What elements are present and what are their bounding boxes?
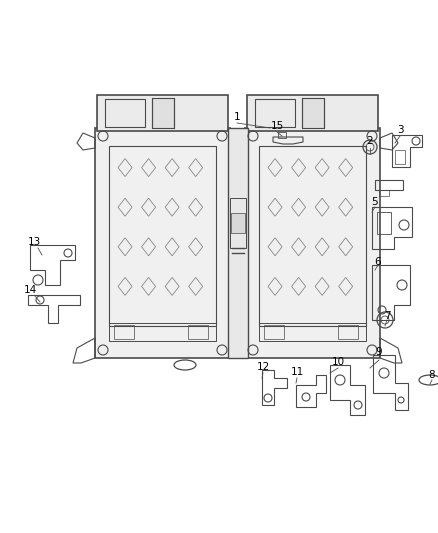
Bar <box>247 95 378 131</box>
Bar <box>95 128 230 358</box>
Text: 6: 6 <box>374 257 381 267</box>
Bar <box>395 150 405 164</box>
Text: 7: 7 <box>384 311 390 321</box>
Bar <box>245 128 380 358</box>
Text: 15: 15 <box>270 121 284 131</box>
Bar <box>259 146 366 326</box>
Bar <box>278 132 286 138</box>
Bar <box>259 323 366 341</box>
Bar <box>375 180 403 190</box>
Text: 11: 11 <box>290 367 304 377</box>
Bar <box>379 190 389 196</box>
Text: 10: 10 <box>332 357 345 367</box>
Text: 12: 12 <box>256 362 270 372</box>
Bar <box>109 323 216 341</box>
Bar <box>188 325 208 339</box>
Bar <box>109 146 216 326</box>
Bar <box>377 212 391 234</box>
Text: 5: 5 <box>372 197 378 207</box>
Bar <box>114 325 134 339</box>
Bar <box>231 213 245 233</box>
Text: 13: 13 <box>27 237 41 247</box>
Bar <box>264 325 284 339</box>
Bar <box>255 99 295 127</box>
Text: 2: 2 <box>367 136 373 146</box>
Text: 14: 14 <box>23 285 37 295</box>
Bar <box>105 99 145 127</box>
Bar <box>230 198 246 248</box>
Bar <box>302 98 324 128</box>
Text: 8: 8 <box>429 370 435 380</box>
Bar <box>228 128 248 358</box>
Bar <box>338 325 358 339</box>
Text: 9: 9 <box>376 347 382 357</box>
Text: 3: 3 <box>397 125 403 135</box>
Bar <box>97 95 228 131</box>
Text: 1: 1 <box>234 112 240 122</box>
Bar <box>152 98 174 128</box>
